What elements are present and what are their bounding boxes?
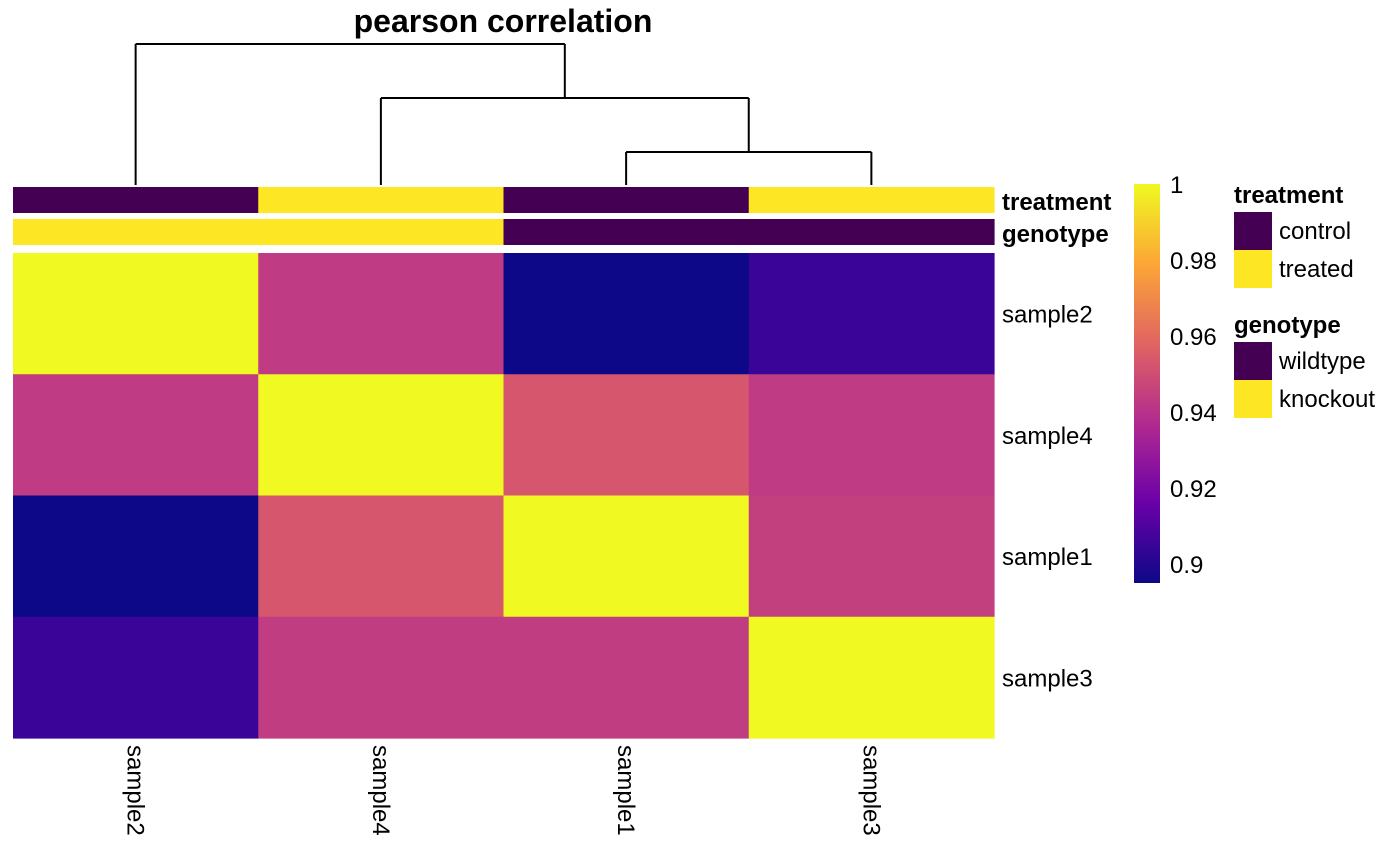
heatmap-cell-sample2-sample3 (748, 253, 995, 375)
row-label-sample4: sample4 (1002, 423, 1093, 450)
heatmap-cell-sample4-sample4 (258, 374, 505, 497)
legend-title-genotype: genotype (1234, 312, 1341, 339)
row-label-sample2: sample2 (1002, 302, 1093, 329)
annotation-label-treatment: treatment (1002, 189, 1111, 216)
annotation-cell-treatment-sample2 (13, 187, 259, 213)
column-label-sample3: sample3 (857, 745, 884, 836)
annotation-cell-genotype-sample1 (503, 219, 750, 245)
annotation-cell-genotype-sample4 (258, 219, 505, 245)
annotation-cell-treatment-sample4 (258, 187, 505, 213)
colorbar-gradient (1134, 184, 1160, 583)
colorbar-tick-label: 0.9 (1170, 552, 1203, 579)
legend-label-wildtype: wildtype (1278, 348, 1366, 375)
heatmap-cell-sample1-sample3 (748, 495, 995, 618)
heatmap-cell-sample1-sample1 (503, 495, 750, 618)
legend-swatch-wildtype (1234, 342, 1272, 380)
colorbar-tick-label: 0.98 (1170, 248, 1217, 275)
column-label-sample4: sample4 (367, 745, 394, 836)
heatmap-cell-sample3-sample1 (503, 616, 750, 739)
annotation-cell-treatment-sample3 (748, 187, 995, 213)
legend-title-treatment: treatment (1234, 182, 1343, 209)
column-labels: sample2 sample4 sample1 sample3 (122, 745, 885, 836)
heatmap-cell-sample4-sample2 (13, 374, 259, 497)
legend-swatch-knockout (1234, 380, 1272, 418)
legend-label-treated: treated (1279, 256, 1354, 283)
colorbar-tick-label: 0.96 (1170, 324, 1217, 351)
chart-title: pearson correlation (354, 3, 653, 39)
annotation-label-genotype: genotype (1002, 221, 1109, 248)
row-label-sample1: sample1 (1002, 544, 1093, 571)
colorbar-tick-label: 0.92 (1170, 476, 1217, 503)
heatmap-cell-sample1-sample4 (258, 495, 505, 618)
column-label-sample1: sample1 (612, 745, 639, 836)
heatmap-cell-sample1-sample2 (13, 495, 259, 618)
annotation-cell-treatment-sample1 (503, 187, 750, 213)
annotation-bars: treatment genotype (13, 187, 1111, 248)
heatmap-cell-sample4-sample1 (503, 374, 750, 497)
column-label-sample2: sample2 (122, 745, 149, 836)
heatmap-cell-sample2-sample2 (13, 253, 259, 375)
colorbar-tick-label: 0.94 (1170, 400, 1217, 427)
heatmap-cells (13, 253, 995, 739)
annotation-cell-genotype-sample3 (748, 219, 995, 245)
legend-swatch-control (1234, 212, 1272, 250)
column-dendrogram (134, 43, 873, 185)
heatmap-cell-sample2-sample1 (503, 253, 750, 375)
heatmap-cell-sample4-sample3 (748, 374, 995, 497)
heatmap-cell-sample3-sample4 (258, 616, 505, 739)
colorbar-tick-label: 1 (1170, 172, 1183, 199)
colorbar: 1 0.98 0.96 0.94 0.92 0.9 (1134, 172, 1217, 583)
row-label-sample3: sample3 (1002, 665, 1093, 692)
heatmap-cell-sample3-sample3 (748, 616, 995, 739)
annotation-legend: treatment control treated genotype wildtype k… (1234, 182, 1375, 418)
heatmap-cell-sample3-sample2 (13, 616, 259, 739)
legend-label-knockout: knockout (1279, 386, 1375, 413)
heatmap-cell-sample2-sample4 (258, 253, 505, 375)
annotation-cell-genotype-sample2 (13, 219, 259, 245)
row-labels: sample2 sample4 sample1 sample3 (1002, 302, 1093, 693)
legend-label-control: control (1279, 218, 1351, 245)
legend-swatch-treated (1234, 250, 1272, 288)
